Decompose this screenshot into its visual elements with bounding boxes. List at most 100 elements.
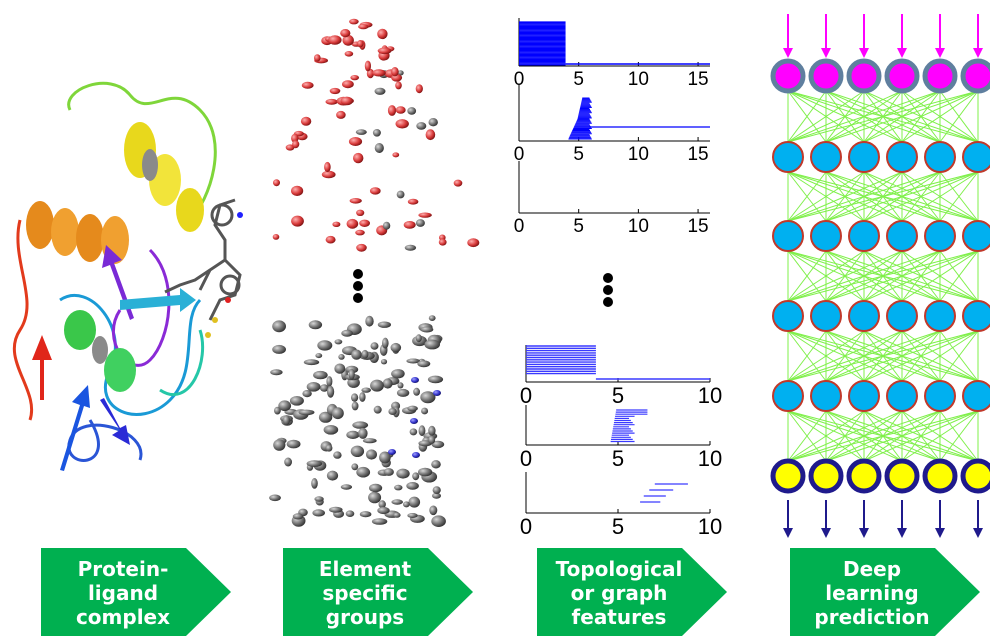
element-group-red — [272, 18, 480, 252]
atom — [350, 75, 360, 81]
output-node — [960, 458, 990, 494]
atom — [306, 460, 323, 467]
hidden-node — [962, 300, 990, 332]
atom — [368, 491, 382, 504]
atom — [397, 70, 404, 76]
hidden-node — [962, 141, 990, 173]
atom — [387, 105, 397, 116]
input-arrowhead — [897, 48, 907, 58]
atom — [428, 425, 436, 436]
ellipsis-dots-barcodes — [603, 273, 613, 307]
atom — [431, 515, 446, 527]
network-edge — [787, 171, 903, 222]
atom — [306, 382, 321, 392]
hidden-node — [886, 300, 918, 332]
strand-red — [32, 335, 52, 400]
atom — [325, 235, 336, 244]
tick-label: 10 — [628, 69, 649, 90]
network-edge — [825, 171, 979, 222]
input-arrowhead — [973, 48, 983, 58]
atom — [358, 427, 368, 439]
atom — [394, 484, 403, 491]
network-edge — [863, 171, 979, 222]
atom — [332, 221, 341, 227]
atom — [356, 466, 371, 478]
network-edge — [787, 330, 903, 382]
atom — [406, 358, 421, 364]
atom — [340, 96, 354, 106]
atom — [346, 218, 359, 229]
input-node — [884, 58, 920, 94]
hidden-node — [848, 220, 880, 252]
atom — [321, 170, 336, 179]
atom — [395, 106, 406, 114]
atom — [408, 496, 421, 508]
atom — [301, 81, 314, 89]
network-edge — [787, 250, 979, 302]
atom — [366, 449, 377, 460]
atom — [334, 363, 346, 374]
hidden-node — [924, 220, 956, 252]
hidden-node — [886, 220, 918, 252]
atom — [292, 140, 300, 149]
tick-label: 10 — [628, 144, 649, 165]
atom — [344, 51, 354, 57]
atom — [377, 506, 390, 515]
atom — [314, 54, 321, 62]
tick-label: 5 — [573, 216, 584, 237]
atom — [323, 425, 339, 435]
network-edge — [825, 410, 979, 462]
hidden-node — [962, 380, 990, 412]
atom — [418, 425, 426, 437]
atom — [272, 234, 280, 240]
hidden-node — [848, 141, 880, 173]
tick-label: 0 — [520, 383, 532, 408]
network-edge — [787, 330, 979, 382]
atom — [351, 401, 359, 411]
hidden-node — [962, 220, 990, 252]
atom — [403, 501, 410, 508]
network-edge — [939, 410, 979, 462]
network-edge — [901, 250, 979, 302]
atom — [348, 137, 363, 146]
atom — [325, 98, 338, 105]
tick-label: 10 — [698, 383, 722, 408]
atom — [355, 129, 367, 135]
atom — [349, 198, 362, 204]
output-arrowhead — [821, 528, 831, 538]
atom — [388, 408, 397, 415]
atom — [378, 500, 386, 509]
atom — [303, 359, 320, 366]
neural-network — [770, 14, 990, 538]
hidden-node — [810, 141, 842, 173]
atom — [396, 388, 410, 397]
network-edge — [787, 250, 827, 302]
label-arrow-shape — [283, 548, 473, 636]
hidden-node — [810, 300, 842, 332]
tick-label: 0 — [514, 144, 525, 165]
output-node — [770, 458, 806, 494]
atom — [391, 67, 399, 77]
tick-label: 5 — [573, 144, 584, 165]
atom — [329, 506, 343, 513]
label-arrow-shape — [790, 548, 980, 636]
atom — [341, 329, 353, 337]
atom — [285, 144, 295, 151]
atom — [272, 320, 286, 333]
stage-label-line: complex — [76, 605, 170, 629]
atom — [372, 129, 381, 137]
atom — [397, 382, 404, 389]
network-edge — [787, 410, 941, 462]
atom — [342, 34, 354, 46]
stage-label-line: groups — [326, 605, 404, 629]
atom — [274, 406, 281, 415]
atom — [327, 385, 335, 398]
label-arrow-shape — [537, 548, 727, 636]
atom — [361, 349, 369, 359]
stage-label-line: Element — [319, 557, 412, 581]
atom — [382, 378, 393, 389]
stage-label-line: specific — [322, 581, 407, 605]
atom — [340, 28, 351, 38]
stage-label-line: features — [572, 605, 667, 629]
